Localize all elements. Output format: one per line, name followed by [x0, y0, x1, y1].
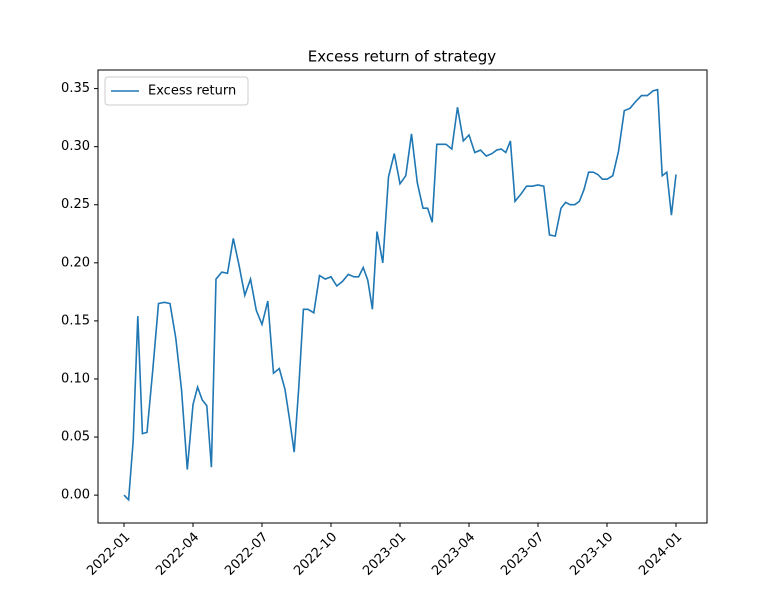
- plot-frame: [97, 69, 708, 524]
- x-tick-label: 2022-01: [84, 530, 133, 579]
- y-tick-label: 0.15: [61, 313, 90, 328]
- y-tick-label: 0.10: [61, 371, 90, 386]
- x-tick-label: 2022-04: [153, 530, 202, 579]
- x-tick-label: 2023-04: [429, 530, 478, 579]
- data-line: [123, 88, 677, 502]
- y-tick-label: 0.35: [61, 81, 90, 96]
- x-tick-label: 2022-07: [222, 530, 271, 579]
- y-tick-label: 0.00: [61, 488, 90, 503]
- legend-label: Excess return: [148, 84, 236, 99]
- x-tick-label: 2024-01: [636, 530, 685, 579]
- x-tick-label: 2022-10: [291, 530, 340, 579]
- y-tick-label: 0.25: [61, 197, 90, 212]
- x-tick-label: 2023-10: [567, 530, 616, 579]
- x-tick-label: 2023-01: [360, 530, 409, 579]
- y-tick-label: 0.20: [61, 255, 90, 270]
- chart-title: Excess return of strategy: [308, 48, 497, 66]
- x-tick-label: 2023-07: [498, 530, 547, 579]
- legend-box: [104, 76, 249, 106]
- y-tick-label: 0.05: [61, 430, 90, 445]
- y-tick-label: 0.30: [61, 139, 90, 154]
